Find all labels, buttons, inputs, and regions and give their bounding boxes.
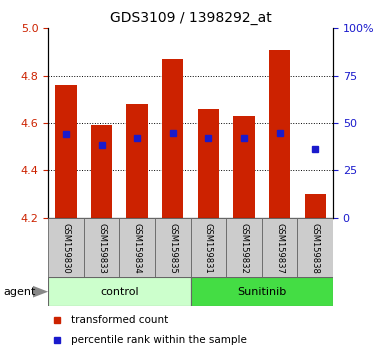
Text: transformed count: transformed count <box>71 315 168 325</box>
Text: control: control <box>100 287 139 297</box>
Text: percentile rank within the sample: percentile rank within the sample <box>71 335 247 345</box>
Bar <box>298 218 333 278</box>
Text: GSM159838: GSM159838 <box>311 223 320 274</box>
Bar <box>55 85 77 218</box>
Text: GSM159835: GSM159835 <box>168 223 177 274</box>
Bar <box>191 277 333 306</box>
Bar <box>191 218 226 278</box>
Bar <box>233 116 255 218</box>
Text: GSM159833: GSM159833 <box>97 223 106 274</box>
Bar <box>84 218 119 278</box>
Text: GSM159831: GSM159831 <box>204 223 213 274</box>
Bar <box>269 50 290 218</box>
Text: agent: agent <box>4 287 36 297</box>
Bar <box>126 104 148 218</box>
Bar <box>226 218 262 278</box>
Text: GSM159834: GSM159834 <box>133 223 142 274</box>
Text: GSM159832: GSM159832 <box>239 223 248 274</box>
Text: GSM159837: GSM159837 <box>275 223 284 274</box>
Bar <box>155 218 191 278</box>
Bar <box>48 277 191 306</box>
Title: GDS3109 / 1398292_at: GDS3109 / 1398292_at <box>110 11 271 24</box>
Text: Sunitinib: Sunitinib <box>237 287 286 297</box>
Bar <box>119 218 155 278</box>
Bar <box>305 194 326 218</box>
Bar <box>48 218 84 278</box>
Text: GSM159830: GSM159830 <box>62 223 70 274</box>
Bar <box>91 125 112 218</box>
Bar <box>162 59 184 218</box>
Polygon shape <box>33 286 48 298</box>
Bar <box>262 218 297 278</box>
Bar <box>198 109 219 218</box>
